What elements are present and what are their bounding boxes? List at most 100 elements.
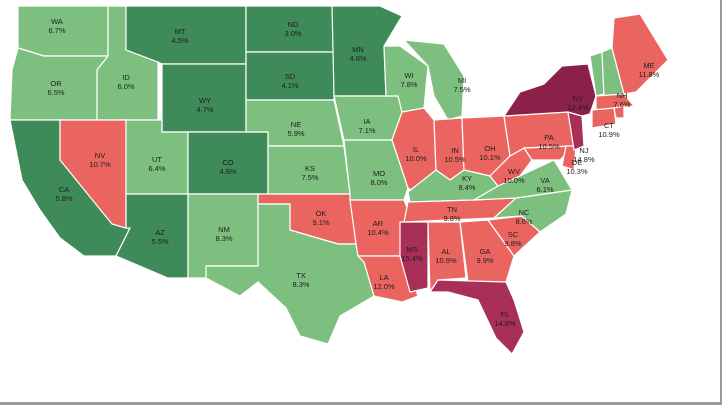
state-ga bbox=[459, 219, 515, 283]
state-label-az: AZ bbox=[155, 228, 165, 237]
state-label-ky: KY bbox=[462, 174, 472, 183]
state-value-in: 10.5% bbox=[444, 155, 466, 164]
state-fl bbox=[429, 279, 525, 355]
state-value-sd: 4.1% bbox=[281, 81, 298, 90]
state-value-mn: 4.8% bbox=[349, 54, 366, 63]
state-value-mt: 4.5% bbox=[171, 36, 188, 45]
state-value-tn: 9.8% bbox=[443, 214, 460, 223]
state-label-me: ME bbox=[643, 61, 654, 70]
state-label-nc: NC bbox=[519, 208, 530, 217]
state-value-ok: 9.1% bbox=[312, 218, 329, 227]
state-value-or: 6.5% bbox=[47, 88, 64, 97]
state-label-tx: TX bbox=[296, 271, 306, 280]
state-label-ut: UT bbox=[152, 155, 162, 164]
state-value-ny: 12.4% bbox=[567, 103, 589, 112]
state-ny bbox=[503, 63, 597, 117]
state-label-tn: TN bbox=[447, 205, 457, 214]
state-ms bbox=[399, 221, 429, 293]
state-label-nd: ND bbox=[288, 20, 299, 29]
state-value-tx: 8.3% bbox=[292, 280, 309, 289]
state-label-mi: MI bbox=[458, 76, 466, 85]
state-value-ia: 7.1% bbox=[358, 126, 375, 135]
state-label-nv: NV bbox=[95, 151, 105, 160]
state-value-nh: 7.6% bbox=[613, 100, 630, 109]
state-value-wv: 10.0% bbox=[503, 176, 525, 185]
state-label-sc: SC bbox=[508, 230, 519, 239]
state-in bbox=[433, 117, 465, 181]
state-label-ms: MS bbox=[406, 245, 417, 254]
state-label-oh: OH bbox=[484, 144, 495, 153]
state-value-ar: 10.4% bbox=[367, 228, 389, 237]
state-label-ia: IA bbox=[363, 117, 370, 126]
state-value-ms: 15.4% bbox=[401, 254, 423, 263]
state-de bbox=[561, 145, 577, 171]
state-value-al: 10.9% bbox=[435, 256, 457, 265]
state-value-wa: 6.7% bbox=[48, 26, 65, 35]
state-value-nv: 10.7% bbox=[89, 160, 111, 169]
state-label-co: CO bbox=[222, 158, 233, 167]
state-value-il: 10.0% bbox=[405, 154, 427, 163]
state-value-nj: 14.8% bbox=[573, 155, 595, 164]
state-ct bbox=[591, 107, 617, 129]
state-tx bbox=[205, 203, 375, 345]
state-label-mn: MN bbox=[352, 45, 364, 54]
state-label-ar: AR bbox=[373, 219, 384, 228]
state-label-ga: GA bbox=[480, 247, 491, 256]
state-value-de: 10.3% bbox=[566, 167, 588, 176]
state-value-nd: 3.0% bbox=[284, 29, 301, 38]
state-label-de: DE bbox=[572, 158, 582, 167]
state-label-wi: WI bbox=[404, 71, 413, 80]
state-label-ok: OK bbox=[316, 209, 327, 218]
state-label-nh: NH bbox=[617, 91, 628, 100]
state-label-il: IL bbox=[413, 145, 419, 154]
state-value-la: 12.0% bbox=[373, 282, 395, 291]
state-value-nc: 8.6% bbox=[515, 217, 532, 226]
state-value-id: 6.0% bbox=[117, 82, 134, 91]
state-value-ne: 5.9% bbox=[287, 129, 304, 138]
state-az bbox=[115, 193, 189, 279]
state-value-mo: 8.0% bbox=[370, 178, 387, 187]
state-value-sc: 9.8% bbox=[504, 239, 521, 248]
state-label-pa: PA bbox=[544, 133, 553, 142]
state-label-la: LA bbox=[379, 273, 388, 282]
state-label-ne: NE bbox=[291, 120, 301, 129]
state-value-ga: 9.9% bbox=[476, 256, 493, 265]
us-state-map: WA6.7%OR6.5%CA5.8%ID6.0%NV10.7%MT4.5%WY4… bbox=[9, 5, 669, 355]
state-label-wa: WA bbox=[51, 17, 63, 26]
state-value-co: 4.6% bbox=[219, 167, 236, 176]
state-label-al: AL bbox=[441, 247, 450, 256]
state-value-oh: 10.1% bbox=[479, 153, 501, 162]
state-value-ut: 6.4% bbox=[148, 164, 165, 173]
state-label-nj: NJ bbox=[579, 146, 588, 155]
state-value-mi: 7.5% bbox=[453, 85, 470, 94]
state-value-pa: 10.5% bbox=[538, 142, 560, 151]
state-nv bbox=[59, 119, 127, 229]
state-value-fl: 14.8% bbox=[494, 319, 516, 328]
state-value-ks: 7.5% bbox=[301, 173, 318, 182]
state-label-ks: KS bbox=[305, 164, 315, 173]
state-value-wy: 4.7% bbox=[196, 105, 213, 114]
state-label-ca: CA bbox=[59, 185, 69, 194]
state-label-mt: MT bbox=[175, 27, 186, 36]
state-label-sd: SD bbox=[285, 72, 296, 81]
state-label-wv: WV bbox=[508, 167, 520, 176]
state-label-va: VA bbox=[540, 176, 549, 185]
state-label-ct: CT bbox=[604, 121, 614, 130]
state-value-va: 6.1% bbox=[536, 185, 553, 194]
state-label-mo: MO bbox=[373, 169, 385, 178]
state-value-nm: 8.3% bbox=[215, 234, 232, 243]
state-value-wi: 7.8% bbox=[400, 80, 417, 89]
state-label-nm: NM bbox=[218, 225, 230, 234]
state-value-ct: 10.9% bbox=[598, 130, 620, 139]
state-label-in: IN bbox=[451, 146, 459, 155]
state-value-ky: 8.4% bbox=[458, 183, 475, 192]
state-value-ca: 5.8% bbox=[55, 194, 72, 203]
state-label-fl: FL bbox=[501, 310, 510, 319]
state-label-wy: WY bbox=[199, 96, 211, 105]
state-label-or: OR bbox=[50, 79, 62, 88]
state-label-id: ID bbox=[122, 73, 130, 82]
state-me bbox=[611, 13, 669, 95]
state-label-ny: NY bbox=[573, 94, 583, 103]
state-value-me: 11.8% bbox=[639, 70, 660, 79]
